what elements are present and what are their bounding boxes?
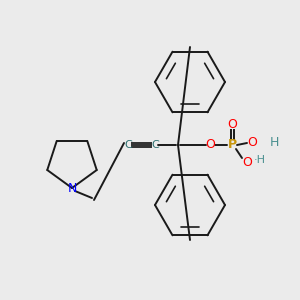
Text: ·H: ·H	[254, 155, 266, 165]
Text: O: O	[247, 136, 257, 149]
Text: O: O	[227, 118, 237, 131]
Text: O: O	[205, 139, 215, 152]
Text: H: H	[269, 136, 279, 149]
Text: C: C	[124, 140, 132, 150]
Text: P: P	[227, 139, 237, 152]
Text: C: C	[151, 140, 159, 150]
Text: O: O	[242, 155, 252, 169]
Text: N: N	[67, 182, 77, 194]
